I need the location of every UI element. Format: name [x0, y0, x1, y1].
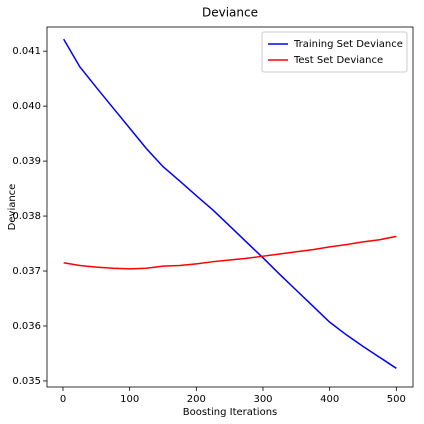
- y-tick-label: 0.041: [12, 46, 41, 57]
- y-tick-label: 0.038: [12, 211, 41, 222]
- x-tick-label: 200: [187, 394, 206, 405]
- x-tick-label: 0: [60, 394, 66, 405]
- legend-label: Test Set Deviance: [293, 55, 383, 66]
- y-tick-label: 0.039: [12, 156, 41, 167]
- x-tick-label: 300: [253, 394, 272, 405]
- x-tick-label: 100: [120, 394, 139, 405]
- legend-label: Training Set Deviance: [293, 39, 403, 50]
- chart-title: Deviance: [202, 6, 258, 20]
- x-axis-label: Boosting Iterations: [183, 407, 278, 418]
- plot-frame: [46, 26, 414, 388]
- y-tick-label: 0.040: [12, 101, 41, 112]
- y-tick-label: 0.036: [12, 321, 41, 332]
- x-tick-label: 500: [387, 394, 406, 405]
- line-series: [63, 38, 397, 369]
- y-tick-label: 0.035: [12, 376, 41, 387]
- x-tick-label: 400: [320, 394, 339, 405]
- y-tick-label: 0.037: [12, 266, 41, 277]
- y-axis-label: Deviance: [7, 184, 18, 231]
- legend-box: [261, 31, 408, 73]
- line-series: [63, 235, 397, 270]
